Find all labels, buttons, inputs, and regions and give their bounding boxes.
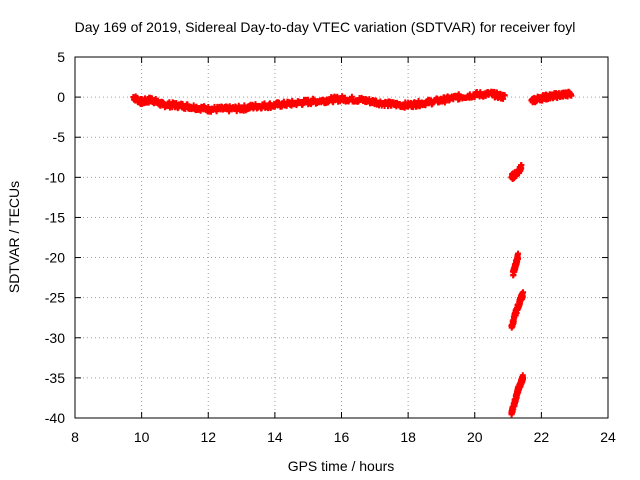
y-axis-label: SDTVAR / TECUs xyxy=(6,181,22,293)
x-tick-label: 10 xyxy=(134,429,150,445)
y-ticks: 5 0 -5 -10 -15 -20 -25 -30 -35 -40 xyxy=(45,49,608,426)
y-tick-label: -35 xyxy=(45,370,65,386)
series-main-band xyxy=(130,88,508,115)
x-axis-label: GPS time / hours xyxy=(288,458,395,474)
x-tick-label: 16 xyxy=(334,429,350,445)
x-tick-label: 14 xyxy=(267,429,283,445)
data-point xyxy=(515,250,522,257)
series-drop-4 xyxy=(508,372,527,418)
x-tick-label: 22 xyxy=(534,429,550,445)
y-tick-label: 0 xyxy=(57,89,65,105)
x-ticks: 8 10 12 14 16 18 20 22 24 xyxy=(71,57,616,445)
data-point xyxy=(568,92,575,99)
y-tick-label: 5 xyxy=(57,49,65,65)
chart-title: Day 169 of 2019, Sidereal Day-to-day VTE… xyxy=(75,19,576,35)
y-tick-label: -15 xyxy=(45,209,65,225)
series-drop-3 xyxy=(508,289,527,331)
y-tick-label: -40 xyxy=(45,410,65,426)
series-drop-1 xyxy=(508,162,525,182)
x-tick-label: 18 xyxy=(400,429,416,445)
data-points xyxy=(130,88,575,418)
x-tick-label: 8 xyxy=(71,429,79,445)
y-tick-label: -10 xyxy=(45,169,65,185)
data-point xyxy=(520,289,527,296)
data-point xyxy=(501,92,508,99)
grid-x xyxy=(141,57,542,418)
y-tick-label: -5 xyxy=(53,129,66,145)
x-tick-label: 12 xyxy=(200,429,216,445)
x-tick-label: 20 xyxy=(467,429,483,445)
series-late-segment xyxy=(528,88,575,106)
y-tick-label: -30 xyxy=(45,330,65,346)
x-tick-label: 24 xyxy=(600,429,616,445)
y-tick-label: -20 xyxy=(45,250,65,266)
series-drop-2 xyxy=(510,250,522,279)
data-point xyxy=(518,162,525,169)
data-point xyxy=(520,375,527,382)
y-tick-label: -25 xyxy=(45,290,65,306)
